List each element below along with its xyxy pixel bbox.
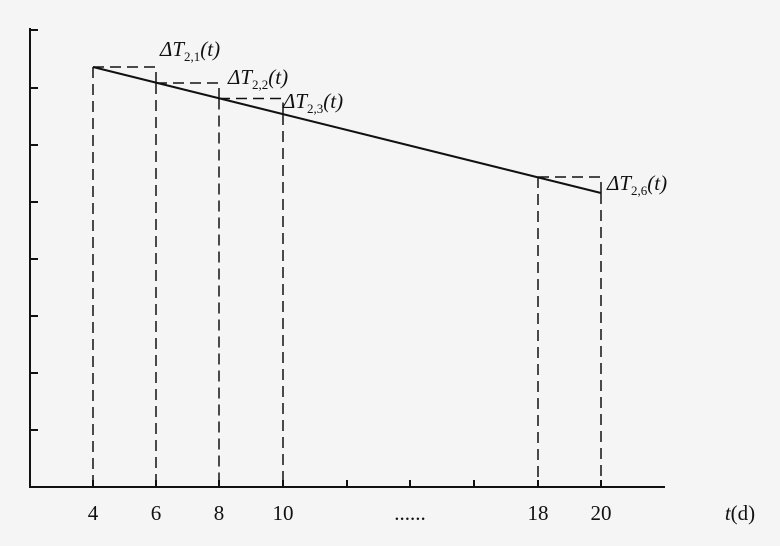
annotation: ΔT2,2(t) bbox=[227, 65, 288, 92]
annotation: ΔT2,6(t) bbox=[606, 171, 667, 198]
annotation-arg: (t) bbox=[647, 171, 667, 195]
x-tick-label: 6 bbox=[151, 501, 162, 525]
axis-unit: (d) bbox=[731, 501, 756, 525]
annotation-base: ΔT bbox=[282, 89, 308, 113]
x-tick-label: 20 bbox=[591, 501, 612, 525]
x-tick-label: 4 bbox=[88, 501, 99, 525]
annotation-arg: (t) bbox=[200, 37, 220, 61]
annotation: ΔT2,1(t) bbox=[159, 37, 220, 64]
x-tick-label: 10 bbox=[273, 501, 294, 525]
x-tick-labels: 4 6 8 10...... 18 20 bbox=[88, 501, 612, 525]
x-tick-label: 18 bbox=[528, 501, 549, 525]
x-axis-label: t(d) bbox=[725, 501, 755, 525]
y-ticks bbox=[30, 29, 38, 431]
annotation-base: ΔT bbox=[606, 171, 632, 195]
annotation-base: ΔT bbox=[227, 65, 253, 89]
annotation-arg: (t) bbox=[323, 89, 343, 113]
annotation: ΔT2,3(t) bbox=[282, 89, 343, 116]
annotation-sub: 2,1 bbox=[184, 49, 200, 64]
dashed-verticals bbox=[92, 67, 602, 487]
annotation-sub: 2,6 bbox=[631, 183, 648, 198]
annotation-base: ΔT bbox=[159, 37, 185, 61]
annotation-sub: 2,2 bbox=[252, 77, 268, 92]
x-ticks bbox=[92, 480, 602, 487]
x-tick-label: 8 bbox=[214, 501, 225, 525]
annotations: ΔT2,1(t)ΔT2,2(t)ΔT2,3(t)ΔT2,6(t) bbox=[159, 37, 667, 198]
axes bbox=[29, 28, 665, 488]
annotation-sub: 2,3 bbox=[307, 101, 323, 116]
axis-var: t bbox=[725, 501, 732, 525]
trend-line bbox=[92, 66, 602, 194]
annotation-arg: (t) bbox=[268, 65, 288, 89]
x-tick-label: ...... bbox=[394, 501, 426, 525]
